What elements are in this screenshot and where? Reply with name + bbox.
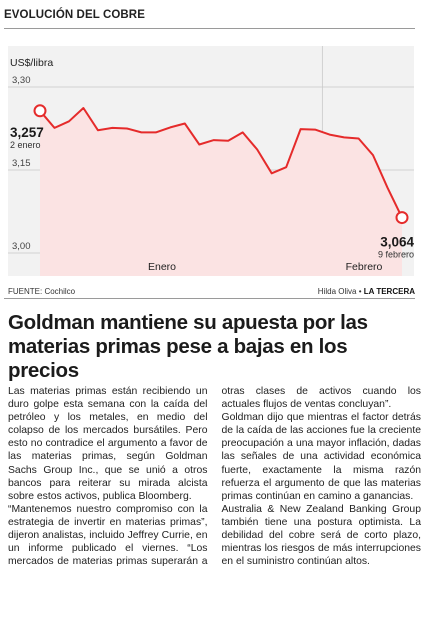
- annotation-value: 3,064: [380, 235, 414, 250]
- credit-outlet: LA TERCERA: [363, 287, 415, 296]
- y-tick-labels: 3,30 3,15 3,00: [12, 75, 31, 252]
- chart-credit: Hilda Oliva • LA TERCERA: [317, 287, 415, 296]
- y-tick-label: 3,15: [12, 158, 31, 169]
- top-divider: [4, 28, 415, 29]
- credit-author: Hilda Oliva: [317, 287, 357, 296]
- price-area-fill: [40, 108, 402, 276]
- annotation-date: 2 enero: [10, 140, 41, 150]
- copper-price-chart: 3,30 3,15 3,00 US$/libra Enero Febrero 3,25…: [8, 46, 414, 276]
- x-month-label: Enero: [148, 261, 176, 273]
- annotation-date: 9 febrero: [378, 250, 414, 260]
- article-headline: Goldman mantiene su apuesta por las mate…: [8, 311, 368, 382]
- endpoint-marker: [33, 104, 47, 118]
- y-tick-label: 3,00: [12, 241, 31, 252]
- bottom-divider: [4, 298, 415, 299]
- endpoint-marker: [395, 211, 409, 225]
- x-month-label: Febrero: [346, 261, 383, 273]
- paragraph-4: Australia & New Zealand Banking Group ta…: [221, 503, 422, 568]
- price-line: [39, 107, 403, 219]
- chart-title: EVOLUCIÓN DEL COBRE: [4, 9, 145, 21]
- y-axis-label: US$/libra: [10, 57, 53, 69]
- y-tick-label: 3,30: [12, 75, 31, 86]
- article-body: Las materias primas están recibiendo un …: [8, 385, 421, 635]
- chart-source: FUENTE: Cochilco: [8, 287, 76, 296]
- paragraph-3: Goldman dijo que mientras el factor detr…: [221, 412, 422, 502]
- x-month-labels: Enero Febrero: [148, 261, 383, 273]
- annotation-value: 3,257: [10, 125, 44, 140]
- paragraph-1: Las materias primas están recibiendo un …: [8, 386, 208, 502]
- paragraph-2: “Mantenemos nuestro compromiso con la es…: [8, 386, 421, 568]
